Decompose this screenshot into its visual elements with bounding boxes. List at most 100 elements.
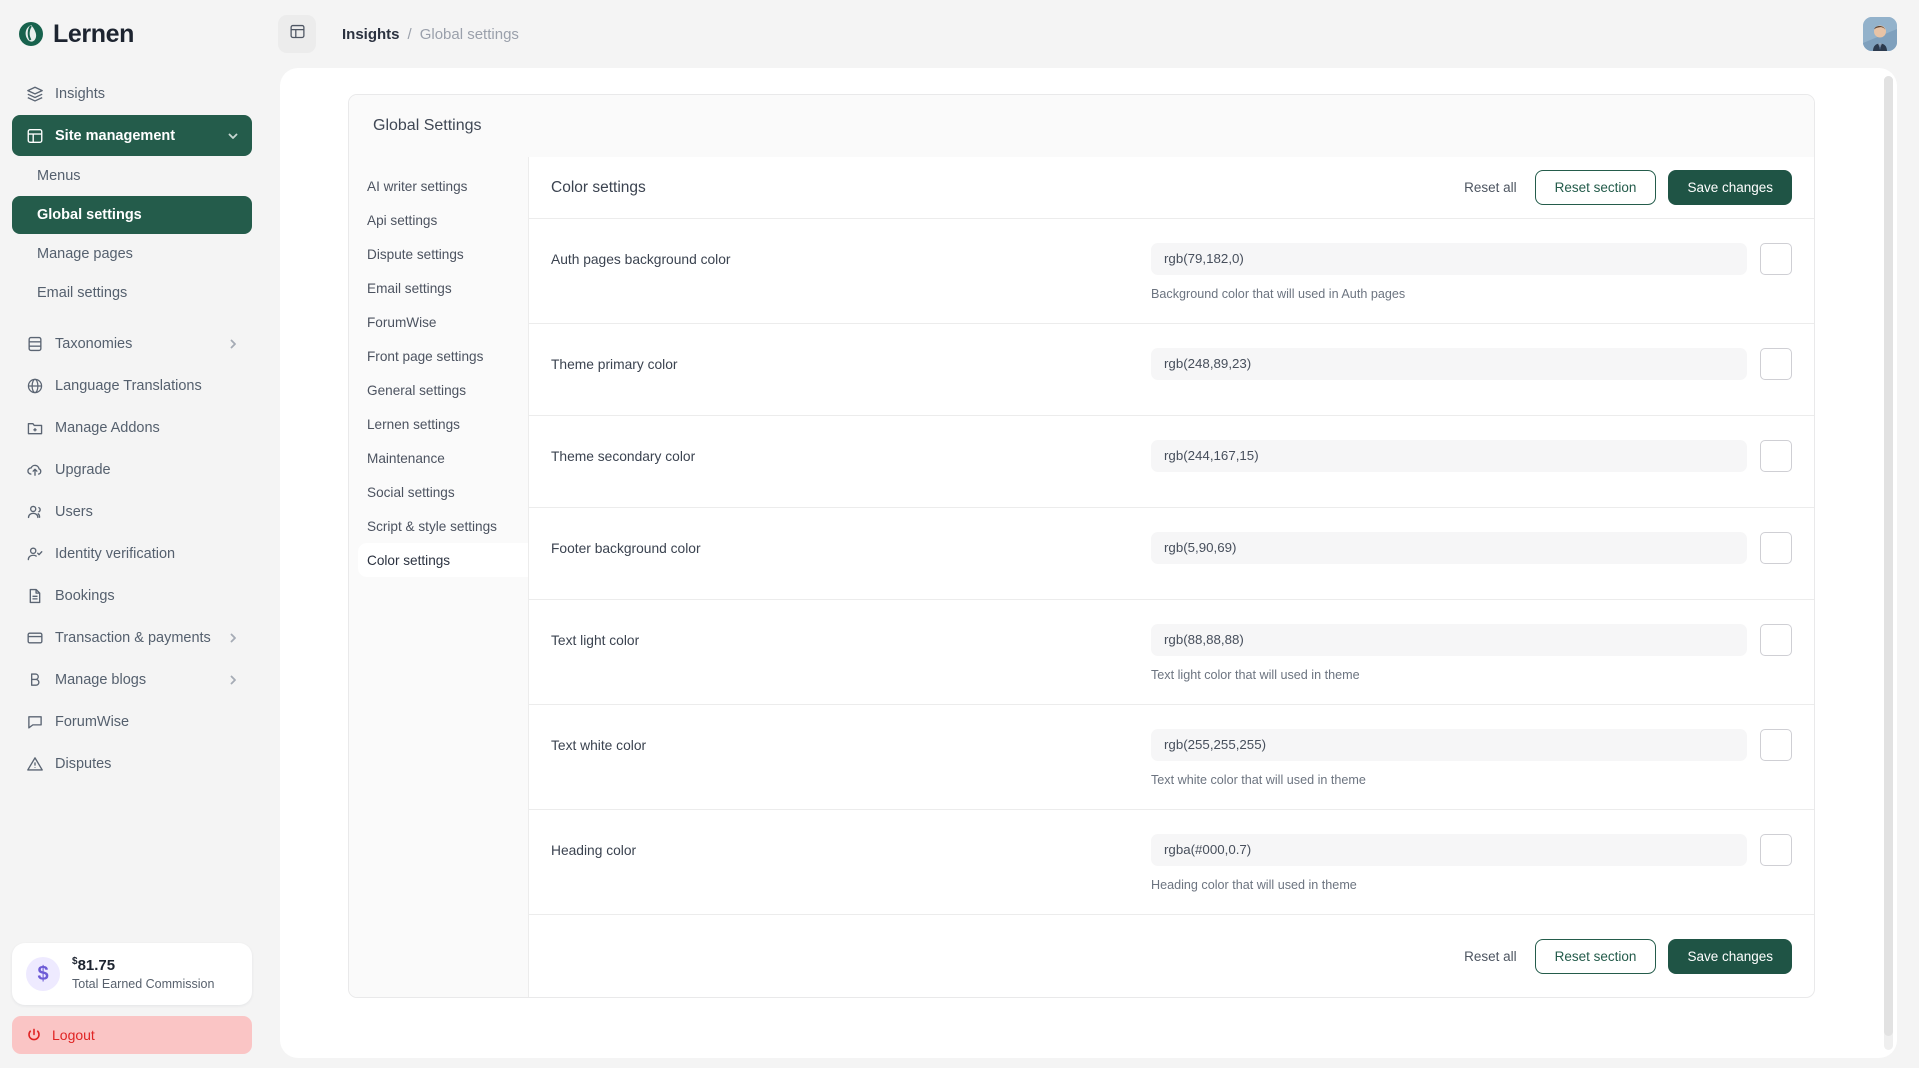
sidebar-item-manage-blogs[interactable]: Manage blogs	[12, 659, 252, 700]
chevron-right-icon	[226, 337, 240, 351]
field-row: Heading color Heading color that will us…	[529, 810, 1814, 915]
reset-all-button[interactable]: Reset all	[1464, 180, 1517, 195]
field-label: Footer background color	[551, 541, 701, 556]
vertical-scrollbar[interactable]	[1884, 76, 1893, 1050]
section-footer-actions: Reset all Reset section Save changes	[529, 915, 1814, 997]
blog-icon	[26, 671, 44, 689]
tab-forumwise[interactable]: ForumWise	[349, 305, 528, 339]
credit-card-icon	[26, 629, 44, 647]
field-label: Theme primary color	[551, 357, 678, 372]
database-icon	[26, 335, 44, 353]
tab-front-page-settings[interactable]: Front page settings	[349, 339, 528, 373]
color-swatch-button[interactable]	[1760, 348, 1792, 380]
tab-ai-writer-settings[interactable]: AI writer settings	[349, 169, 528, 203]
field-label: Heading color	[551, 843, 637, 858]
sidebar-item-upgrade[interactable]: Upgrade	[12, 449, 252, 490]
color-swatch-button[interactable]	[1760, 624, 1792, 656]
field-label: Auth pages background color	[551, 252, 731, 267]
scrollbar-thumb[interactable]	[1884, 76, 1893, 1036]
sidebar-item-bookings[interactable]: Bookings	[12, 575, 252, 616]
reset-section-button[interactable]: Reset section	[1534, 170, 1657, 205]
tab-dispute-settings[interactable]: Dispute settings	[349, 237, 528, 271]
color-swatch-button[interactable]	[1760, 440, 1792, 472]
sidebar-item-label: Identity verification	[55, 545, 176, 562]
sidebar-footer: $ $81.75 Total Earned Commission Logout	[0, 943, 270, 1068]
save-changes-button-footer[interactable]: Save changes	[1668, 938, 1792, 974]
logout-button[interactable]: Logout	[12, 1016, 252, 1054]
sidebar-item-label: Bookings	[55, 587, 115, 604]
color-value-input[interactable]	[1151, 532, 1747, 564]
sidebar-item-manage-addons[interactable]: Manage Addons	[12, 407, 252, 448]
field-row: Text white color Text white color that w…	[529, 705, 1814, 810]
color-swatch-button[interactable]	[1760, 834, 1792, 866]
main-column: Insights / Global settings	[270, 0, 1919, 1068]
lernen-leaf-icon	[18, 21, 44, 47]
reset-section-button-footer[interactable]: Reset section	[1534, 938, 1657, 974]
color-input-wrap	[1151, 834, 1792, 866]
logout-label: Logout	[52, 1027, 95, 1043]
sidebar-item-identity-verification[interactable]: Identity verification	[12, 533, 252, 574]
sidebar-item-global-settings[interactable]: Global settings	[12, 196, 252, 234]
field-control	[1151, 440, 1792, 485]
panel-toggle-button[interactable]	[278, 15, 316, 53]
chat-icon	[26, 713, 44, 731]
currency-symbol: $	[72, 956, 78, 967]
tab-label: Dispute settings	[367, 246, 464, 262]
sidebar-item-label: Insights	[55, 85, 105, 102]
sidebar-item-users[interactable]: Users	[12, 491, 252, 532]
commission-card: $ $81.75 Total Earned Commission	[12, 943, 252, 1005]
sidebar-item-language-translations[interactable]: Language Translations	[12, 365, 252, 406]
sidebar-item-forumwise[interactable]: ForumWise	[12, 701, 252, 742]
color-value-input[interactable]	[1151, 243, 1747, 275]
color-input-wrap	[1151, 532, 1792, 564]
sidebar-item-menus[interactable]: Menus	[12, 157, 252, 195]
content-scroll-area: Global Settings AI writer settings Api s…	[280, 68, 1897, 1058]
nav-spacer	[0, 313, 270, 322]
tab-email-settings[interactable]: Email settings	[349, 271, 528, 305]
field-label: Text light color	[551, 633, 640, 648]
sidebar-item-label: Taxonomies	[55, 335, 133, 352]
color-value-input[interactable]	[1151, 348, 1747, 380]
dollar-icon: $	[26, 957, 60, 991]
chevron-right-icon	[226, 631, 240, 645]
sidebar-item-disputes[interactable]: Disputes	[12, 743, 252, 784]
color-value-input[interactable]	[1151, 729, 1747, 761]
reset-all-button-footer[interactable]: Reset all	[1464, 948, 1517, 964]
sidebar-item-site-management[interactable]: Site management	[12, 115, 252, 156]
folder-plus-icon	[26, 419, 44, 437]
sidebar: Lernen Insights Site management	[0, 0, 270, 1068]
document-icon	[26, 587, 44, 605]
field-label: Theme secondary color	[551, 449, 696, 464]
tab-social-settings[interactable]: Social settings	[349, 475, 528, 509]
settings-tabs: AI writer settings Api settings Dispute …	[349, 157, 528, 997]
tab-script-style-settings[interactable]: Script & style settings	[349, 509, 528, 543]
color-swatch-button[interactable]	[1760, 532, 1792, 564]
global-settings-card: Global Settings AI writer settings Api s…	[348, 94, 1815, 998]
color-swatch-button[interactable]	[1760, 729, 1792, 761]
tab-lernen-settings[interactable]: Lernen settings	[349, 407, 528, 441]
color-value-input[interactable]	[1151, 624, 1747, 656]
tab-general-settings[interactable]: General settings	[349, 373, 528, 407]
color-swatch-button[interactable]	[1760, 243, 1792, 275]
breadcrumb: Insights / Global settings	[342, 26, 519, 43]
avatar[interactable]	[1863, 17, 1897, 51]
tab-label: General settings	[367, 382, 466, 398]
color-value-input[interactable]	[1151, 440, 1747, 472]
color-value-input[interactable]	[1151, 834, 1747, 866]
sidebar-item-manage-pages[interactable]: Manage pages	[12, 235, 252, 273]
chevron-right-icon	[226, 673, 240, 687]
save-changes-button[interactable]: Save changes	[1668, 170, 1792, 205]
sidebar-item-transaction-payments[interactable]: Transaction & payments	[12, 617, 252, 658]
field-help-text: Text light color that will used in theme	[1151, 668, 1360, 682]
tab-color-settings[interactable]: Color settings	[358, 543, 528, 577]
tab-api-settings[interactable]: Api settings	[349, 203, 528, 237]
breadcrumb-root[interactable]: Insights	[342, 25, 400, 43]
sidebar-item-insights[interactable]: Insights	[12, 73, 252, 114]
brand-logo[interactable]: Lernen	[0, 0, 270, 68]
sidebar-item-email-settings[interactable]: Email settings	[12, 274, 252, 312]
sidebar-item-label: Email settings	[37, 285, 128, 301]
tab-maintenance[interactable]: Maintenance	[349, 441, 528, 475]
tab-label: Api settings	[367, 212, 438, 228]
section-title: Color settings	[551, 178, 646, 196]
sidebar-item-taxonomies[interactable]: Taxonomies	[12, 323, 252, 364]
